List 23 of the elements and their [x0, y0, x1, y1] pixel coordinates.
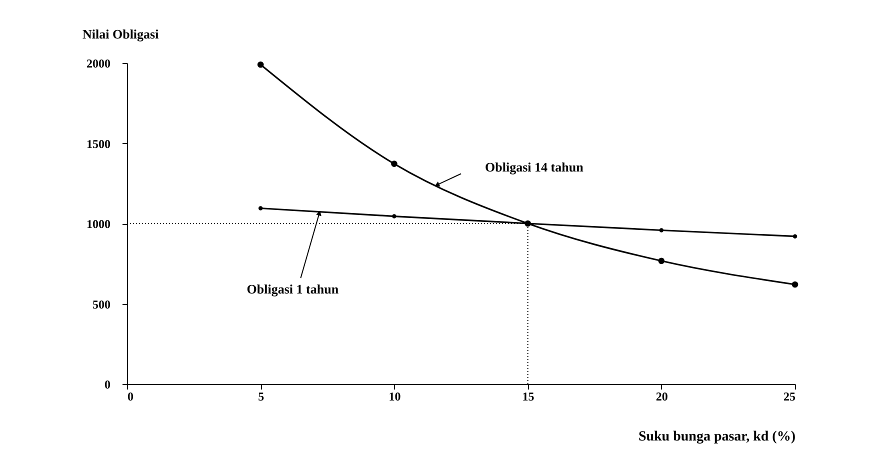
point	[792, 281, 798, 288]
y-tick-label: 0	[104, 378, 110, 392]
x-tick-label: 15	[522, 390, 534, 404]
y-tick-label: 1000	[86, 217, 110, 231]
text: Obligasi 14 tahun	[485, 159, 584, 174]
x-tick-label: 10	[388, 390, 401, 404]
point	[392, 214, 396, 218]
x-tick-label: 20	[656, 390, 668, 404]
point	[659, 228, 664, 232]
x-tick-label: 0	[128, 390, 134, 404]
point	[258, 206, 263, 210]
point	[391, 160, 398, 167]
x-tick-label: 25	[784, 390, 796, 404]
x-tick-label: 5	[258, 390, 264, 404]
point	[257, 61, 264, 68]
text: Obligasi 1 tahun	[246, 281, 340, 296]
point	[658, 258, 665, 264]
y-tick-label: 1500	[86, 136, 110, 151]
y-axis-title: Nilai Obligasi	[82, 26, 160, 42]
point	[792, 234, 798, 238]
y-tick-label: 500	[92, 297, 110, 312]
y-tick-label: 2000	[86, 56, 110, 70]
x-axis-title: Suku bunga pasar, kd (%)	[638, 430, 796, 444]
